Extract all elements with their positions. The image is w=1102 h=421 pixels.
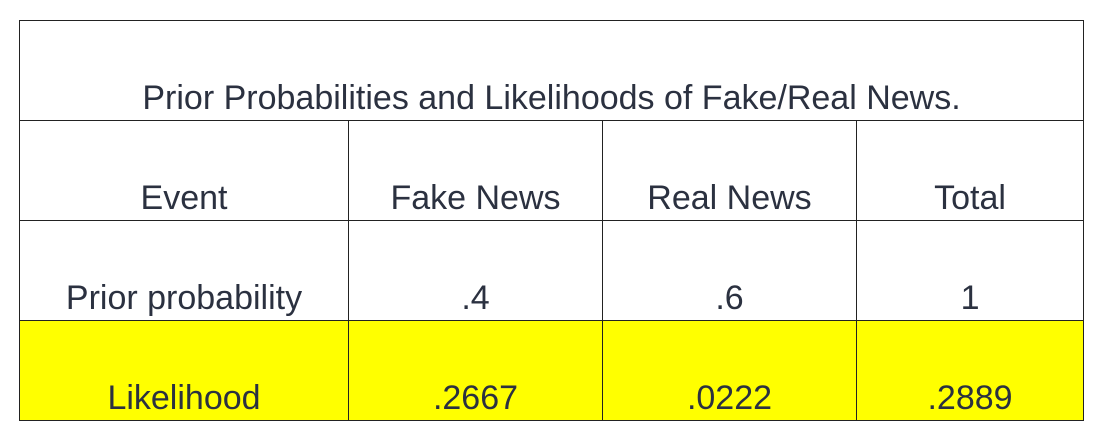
- likelihood-total-value: .2889: [855, 320, 1085, 421]
- prior-label: Prior probability: [19, 220, 349, 321]
- table-row-likelihood: Likelihood .2667 .0222 .2889: [19, 320, 1085, 421]
- prior-fake-value: .4: [348, 220, 603, 321]
- header-event: Event: [19, 120, 349, 221]
- table-title: Prior Probabilities and Likelihoods of F…: [18, 20, 1085, 121]
- table-title-row: Prior Probabilities and Likelihoods of F…: [18, 20, 1085, 121]
- probability-table: Prior Probabilities and Likelihoods of F…: [18, 20, 1085, 421]
- prior-total-value: 1: [855, 220, 1085, 321]
- likelihood-label: Likelihood: [19, 320, 349, 421]
- likelihood-fake-value: .2667: [348, 320, 603, 421]
- likelihood-real-value: .0222: [602, 320, 857, 421]
- table-header-row: Event Fake News Real News Total: [19, 120, 1085, 221]
- prior-real-value: .6: [602, 220, 857, 321]
- header-total: Total: [855, 120, 1085, 221]
- header-fake-news: Fake News: [348, 120, 603, 221]
- table-row-prior-probability: Prior probability .4 .6 1: [19, 220, 1085, 321]
- header-real-news: Real News: [602, 120, 857, 221]
